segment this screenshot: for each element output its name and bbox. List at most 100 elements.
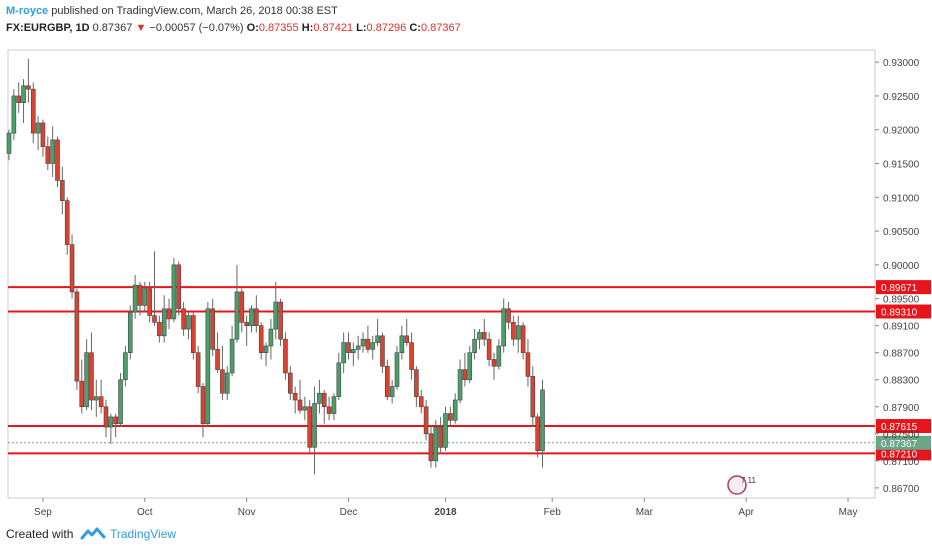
candle-up[interactable] (399, 335, 405, 354)
candle-up[interactable] (457, 369, 463, 401)
candle-down[interactable] (103, 406, 109, 428)
candle-down[interactable] (520, 325, 526, 354)
candle-down[interactable] (40, 122, 46, 147)
candle-down[interactable] (365, 338, 371, 350)
candle-up[interactable] (127, 311, 133, 354)
symbol-label[interactable]: FX:EURGBP, 1D (6, 22, 90, 34)
candle-up[interactable] (234, 291, 240, 340)
candle-down[interactable] (79, 380, 85, 408)
candle-up[interactable] (142, 288, 148, 306)
candle-down[interactable] (30, 88, 36, 134)
candle-up[interactable] (317, 392, 322, 404)
candle-down[interactable] (384, 365, 390, 397)
candle-up[interactable] (452, 399, 458, 421)
flag-event-icon[interactable] (727, 475, 747, 495)
candle-down[interactable] (297, 399, 303, 411)
candle-up[interactable] (118, 379, 123, 424)
candle-down[interactable] (137, 284, 143, 306)
candle-down[interactable] (404, 335, 410, 343)
candle-up[interactable] (249, 308, 254, 326)
candle-down[interactable] (195, 352, 201, 387)
candle-down[interactable] (215, 349, 220, 370)
candle-down[interactable] (278, 301, 283, 340)
candle-down[interactable] (321, 392, 327, 408)
candle-up[interactable] (467, 352, 473, 381)
candle-down[interactable] (16, 95, 22, 104)
time-axis[interactable]: Sep Oct Nov Dec 2018 Feb Mar Apr May (34, 498, 858, 518)
candle-up[interactable] (433, 426, 439, 462)
candle-down[interactable] (69, 244, 75, 293)
candle-up[interactable] (331, 396, 337, 414)
candle-up[interactable] (171, 264, 177, 320)
price-axis[interactable]: 0.93000 0.92500 0.92000 0.91500 0.91000 0.905… (875, 58, 920, 495)
candle-up[interactable] (94, 396, 99, 401)
candle-down[interactable] (176, 264, 182, 310)
candle-up[interactable] (132, 284, 138, 313)
candle-up[interactable] (360, 338, 366, 347)
candle-down[interactable] (60, 180, 65, 201)
candle-down[interactable] (157, 322, 162, 337)
candle-down[interactable] (239, 291, 245, 323)
candle-up[interactable] (50, 139, 55, 164)
candle-up[interactable] (123, 352, 128, 381)
candle-up[interactable] (186, 315, 191, 330)
candle-up[interactable] (472, 338, 477, 354)
candle-up[interactable] (6, 132, 12, 154)
candle-up[interactable] (351, 349, 356, 354)
candle-down[interactable] (244, 322, 249, 326)
candle-up[interactable] (84, 352, 89, 408)
candle-down[interactable] (210, 308, 215, 350)
candle-up[interactable] (540, 389, 545, 451)
candle-down[interactable] (147, 288, 152, 316)
candle-up[interactable] (443, 413, 448, 448)
candle-up[interactable] (229, 338, 235, 374)
candle-up[interactable] (477, 332, 482, 340)
candle-up[interactable] (268, 328, 274, 347)
candle-down[interactable] (326, 406, 332, 414)
candle-down[interactable] (525, 352, 531, 377)
candle-down[interactable] (152, 315, 157, 323)
candle-down[interactable] (74, 291, 80, 382)
candle-down[interactable] (292, 392, 298, 401)
candle-up[interactable] (341, 342, 346, 364)
candles[interactable] (6, 58, 545, 475)
author-link[interactable]: M-royce (6, 5, 49, 17)
candle-down[interactable] (530, 376, 536, 418)
candle-up[interactable] (161, 308, 167, 337)
candle-down[interactable] (191, 315, 196, 354)
candle-up[interactable] (273, 301, 279, 330)
candle-up[interactable] (355, 345, 361, 350)
candle-up[interactable] (108, 416, 114, 428)
candle-up[interactable] (224, 372, 230, 394)
candle-up[interactable] (312, 403, 317, 448)
candle-down[interactable] (506, 308, 511, 323)
candle-down[interactable] (491, 359, 497, 367)
candle-down[interactable] (307, 406, 313, 448)
candle-up[interactable] (496, 345, 502, 367)
candle-down[interactable] (287, 372, 293, 394)
candle-up[interactable] (394, 352, 400, 387)
candle-down[interactable] (89, 352, 94, 401)
candle-down[interactable] (438, 426, 443, 448)
candle-down[interactable] (423, 406, 429, 435)
candle-down[interactable] (535, 416, 540, 451)
candle-down[interactable] (428, 433, 434, 462)
candle-down[interactable] (200, 386, 206, 424)
candle-down[interactable] (283, 338, 288, 374)
candle-down[interactable] (113, 416, 118, 424)
candle-down[interactable] (26, 85, 31, 90)
candle-down[interactable] (511, 322, 516, 340)
candle-up[interactable] (263, 345, 269, 354)
candle-down[interactable] (64, 200, 70, 245)
candle-up[interactable] (515, 325, 521, 340)
candle-down[interactable] (414, 369, 419, 397)
candle-down[interactable] (45, 146, 51, 164)
candle-up[interactable] (21, 85, 26, 104)
candle-down[interactable] (181, 308, 186, 330)
candle-up[interactable] (501, 308, 507, 347)
candle-up[interactable] (302, 406, 308, 411)
candle-up[interactable] (205, 308, 211, 424)
candle-up[interactable] (370, 342, 376, 350)
candle-down[interactable] (258, 325, 264, 354)
